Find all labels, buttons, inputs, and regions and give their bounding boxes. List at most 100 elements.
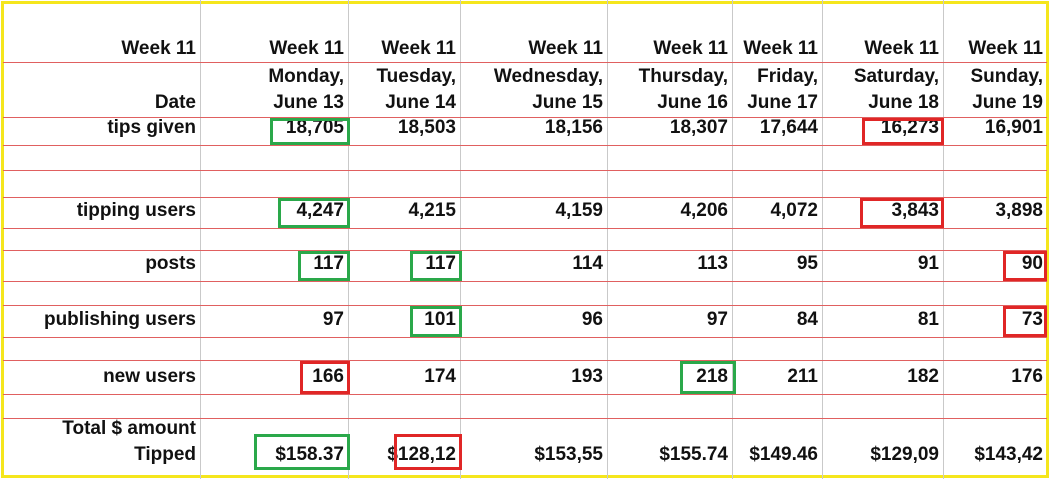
row-line <box>3 197 1047 198</box>
week-header: Week 11 <box>381 38 456 59</box>
cell-value: 3,843 <box>891 200 939 221</box>
date-header: Wednesday, <box>493 66 603 87</box>
cell-value: 174 <box>424 366 456 387</box>
row-label: Total $ amount <box>62 418 196 439</box>
column-line <box>943 0 944 479</box>
cell-value: 18,307 <box>669 117 728 138</box>
cell-value: 113 <box>697 253 728 274</box>
row-line <box>3 145 1047 146</box>
column-line <box>460 0 461 479</box>
date-header: Monday, <box>268 66 344 87</box>
row-label: posts <box>145 253 196 274</box>
row-line <box>3 337 1047 338</box>
cell-highlight <box>1003 306 1047 337</box>
cell-value: 218 <box>696 366 728 387</box>
date-header: Saturday, <box>853 66 939 87</box>
cell-value: 97 <box>706 309 728 330</box>
cell-value: 18,705 <box>285 117 344 138</box>
cell-value: $149.46 <box>749 444 818 465</box>
row-line <box>3 418 1047 419</box>
date-header: June 17 <box>747 92 818 113</box>
week-header: Week 11 <box>269 38 344 59</box>
cell-value: 4,215 <box>408 200 456 221</box>
week-header: Week 11 <box>528 38 603 59</box>
date-header: Tuesday, <box>376 66 456 87</box>
cell-value: 84 <box>796 309 818 330</box>
cell-highlight <box>270 118 350 145</box>
cell-highlight <box>254 434 350 470</box>
cell-value: 16,273 <box>880 117 939 138</box>
date-header: Sunday, <box>970 66 1044 87</box>
cell-value: 4,247 <box>296 200 344 221</box>
date-header: June 18 <box>868 92 939 113</box>
cell-value: 211 <box>787 366 818 387</box>
cell-value: 17,644 <box>759 117 818 138</box>
date-header: June 19 <box>972 92 1043 113</box>
row-label: new users <box>103 366 196 387</box>
cell-highlight <box>680 361 736 394</box>
week-label: Week 11 <box>121 38 196 59</box>
cell-highlight <box>860 198 944 228</box>
cell-highlight <box>410 251 462 281</box>
cell-value: 18,503 <box>397 117 456 138</box>
date-header: June 15 <box>532 92 603 113</box>
cell-value: $129,09 <box>870 444 939 465</box>
week-header: Week 11 <box>968 38 1043 59</box>
row-line <box>3 170 1047 171</box>
cell-value: 4,206 <box>680 200 728 221</box>
cell-value: 176 <box>1011 366 1043 387</box>
cell-value: 166 <box>312 366 344 387</box>
date-header: June 13 <box>273 92 344 113</box>
cell-value: 81 <box>917 309 939 330</box>
row-line <box>3 360 1047 361</box>
date-header: Thursday, <box>638 66 728 87</box>
cell-value: 3,898 <box>995 200 1043 221</box>
cell-value: $155.74 <box>659 444 728 465</box>
cell-highlight <box>300 361 350 394</box>
column-line <box>348 0 349 479</box>
row-label: tips given <box>107 117 196 138</box>
cell-value: $158.37 <box>275 444 344 465</box>
row-line <box>3 281 1047 282</box>
date-header: Friday, <box>757 66 818 87</box>
row-label: Tipped <box>134 444 196 465</box>
row-line <box>3 62 1047 63</box>
week-header: Week 11 <box>653 38 728 59</box>
cell-highlight <box>410 306 462 337</box>
row-label: publishing users <box>43 309 196 330</box>
row-line <box>3 228 1047 229</box>
cell-highlight <box>394 434 462 470</box>
cell-value: 117 <box>425 253 456 274</box>
cell-highlight <box>1003 251 1047 281</box>
date-header: June 16 <box>657 92 728 113</box>
cell-highlight <box>278 198 350 228</box>
column-line <box>607 0 608 479</box>
cell-highlight <box>862 118 944 145</box>
cell-value: 18,156 <box>544 117 603 138</box>
row-line <box>3 117 1047 118</box>
cell-value: 114 <box>572 253 603 274</box>
cell-value: 4,159 <box>555 200 603 221</box>
column-line <box>200 0 201 479</box>
cell-value: 91 <box>917 253 939 274</box>
cell-value: 117 <box>313 253 344 274</box>
column-line <box>822 0 823 479</box>
column-line <box>732 0 733 479</box>
cell-value: 90 <box>1021 253 1043 274</box>
cell-value: 101 <box>424 309 456 330</box>
cell-value: 95 <box>796 253 818 274</box>
date-label: Date <box>154 92 196 113</box>
date-header: June 14 <box>385 92 456 113</box>
row-line <box>3 250 1047 251</box>
cell-value: $153,55 <box>534 444 603 465</box>
cell-value: 16,901 <box>984 117 1043 138</box>
week-header: Week 11 <box>743 38 818 59</box>
cell-value: 96 <box>581 309 603 330</box>
cell-highlight <box>298 251 350 281</box>
cell-value: 97 <box>322 309 344 330</box>
cell-value: $143,42 <box>974 444 1043 465</box>
cell-value: $128,12 <box>387 444 456 465</box>
cell-value: 193 <box>571 366 603 387</box>
